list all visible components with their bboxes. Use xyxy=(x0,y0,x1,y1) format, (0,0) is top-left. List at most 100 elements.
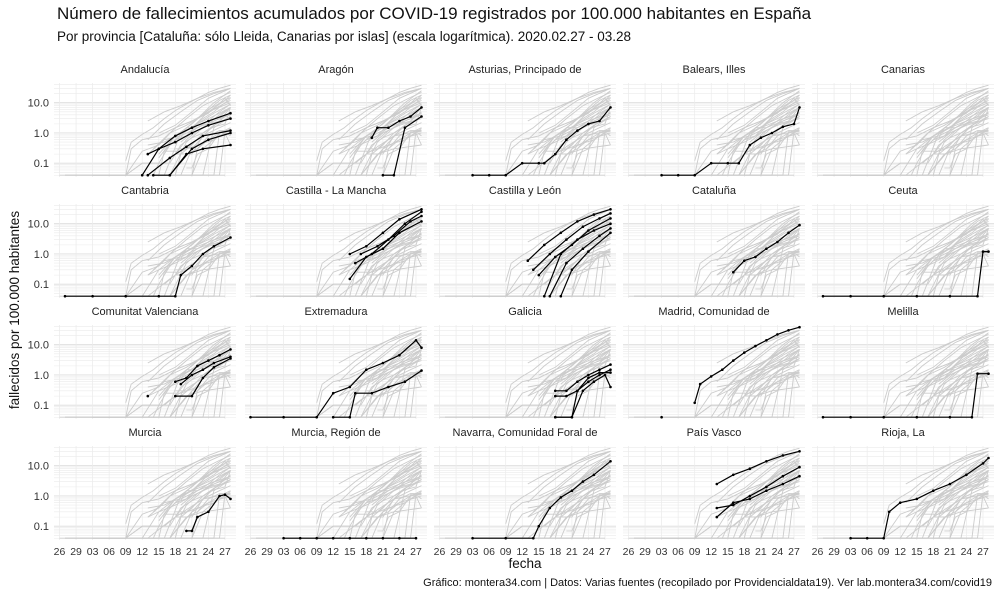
background-line xyxy=(316,326,422,403)
data-point xyxy=(609,212,612,215)
background-line xyxy=(527,112,611,155)
facet-panel: Ceuta xyxy=(812,185,994,298)
x-tick-label: 26 xyxy=(623,546,635,558)
background-line xyxy=(527,475,611,518)
x-tick-label: 21 xyxy=(186,546,198,558)
background-line xyxy=(92,336,231,418)
series-line xyxy=(141,118,231,176)
data-point xyxy=(565,394,568,398)
background-line xyxy=(883,447,989,524)
background-line xyxy=(744,485,800,513)
background-line xyxy=(694,447,800,524)
background-line xyxy=(905,208,989,243)
background-line xyxy=(125,326,231,403)
data-point xyxy=(609,385,612,389)
background-line xyxy=(283,339,422,418)
data-point xyxy=(398,231,401,235)
data-point xyxy=(592,473,596,477)
data-point xyxy=(609,106,612,109)
background-line xyxy=(147,208,231,262)
data-point xyxy=(365,255,368,259)
x-tick-label: 24 xyxy=(583,546,595,558)
background-line xyxy=(694,84,800,161)
x-tick-label: 27 xyxy=(599,546,611,558)
background-line xyxy=(744,243,800,271)
data-point xyxy=(174,134,177,138)
background-line xyxy=(905,450,989,485)
background-line xyxy=(125,84,231,161)
background-line xyxy=(147,112,231,155)
facet-label: Andalucía xyxy=(121,64,171,76)
facet-label: Madrid, Comunidad de xyxy=(658,306,769,318)
background-line xyxy=(727,450,800,497)
series-line xyxy=(382,116,422,176)
background-line xyxy=(141,481,231,539)
background-line xyxy=(283,218,422,297)
y-tick-label: 1.0 xyxy=(34,370,49,382)
background-line xyxy=(555,228,611,262)
facet-label: Balears, Illes xyxy=(683,64,746,76)
facet-label: País Vasco xyxy=(687,427,742,439)
data-point xyxy=(693,401,696,405)
background-line xyxy=(92,460,231,539)
data-point xyxy=(554,152,557,156)
background-line xyxy=(92,457,231,539)
background-line xyxy=(152,454,231,513)
data-point xyxy=(987,456,990,460)
series-line xyxy=(472,460,611,539)
background-line xyxy=(527,450,611,485)
y-tick-label: 0.1 xyxy=(34,158,49,170)
background-line xyxy=(505,84,611,161)
background-line xyxy=(527,87,611,122)
background-line xyxy=(938,235,989,264)
background-line xyxy=(716,354,800,397)
data-point xyxy=(504,536,508,540)
facet-panel: Melilla xyxy=(812,306,994,419)
data-point xyxy=(207,510,210,514)
data-point xyxy=(223,493,227,497)
data-point xyxy=(190,529,194,533)
x-tick-label: 18 xyxy=(549,546,561,558)
data-point xyxy=(565,238,568,241)
background-line xyxy=(366,470,422,504)
data-point xyxy=(565,261,568,265)
data-point xyxy=(403,222,407,225)
data-point xyxy=(981,250,985,253)
background-line xyxy=(938,477,989,506)
data-point xyxy=(987,372,990,376)
background-line xyxy=(316,84,422,161)
background-line xyxy=(823,130,989,176)
facet-panel: Castilla - La Mancha xyxy=(245,185,427,298)
data-point xyxy=(948,415,952,419)
data-point xyxy=(709,375,713,378)
series-line xyxy=(175,348,231,383)
data-point xyxy=(124,294,127,298)
facet-panel: Comunitat Valenciana 0.1 1.0 10.0 xyxy=(28,306,236,419)
data-point xyxy=(212,245,216,248)
background-line xyxy=(933,243,989,271)
data-point xyxy=(471,536,474,540)
facet-panel: Navarra, Comunidad Foral de 26 29 03 06 09 12 1… xyxy=(434,427,616,558)
background-line xyxy=(944,494,989,532)
background-line xyxy=(744,349,800,383)
data-point xyxy=(298,536,302,540)
data-point xyxy=(765,460,768,463)
background-line xyxy=(727,208,800,255)
background-line xyxy=(527,354,611,397)
facet-panel: Galicia xyxy=(434,306,616,419)
background-line xyxy=(186,373,231,411)
facet-label: Murcia, Región de xyxy=(291,427,380,439)
data-point xyxy=(554,394,557,398)
data-point xyxy=(882,294,885,298)
x-tick-label: 18 xyxy=(169,546,181,558)
background-line xyxy=(338,208,422,243)
background-line xyxy=(910,91,989,150)
data-point xyxy=(420,106,423,109)
background-line xyxy=(445,251,611,297)
background-line xyxy=(141,360,231,418)
data-point xyxy=(157,147,161,151)
facet-label: Extremadura xyxy=(305,306,369,318)
background-line xyxy=(905,329,989,383)
data-point xyxy=(354,391,357,395)
series-line xyxy=(371,106,422,138)
